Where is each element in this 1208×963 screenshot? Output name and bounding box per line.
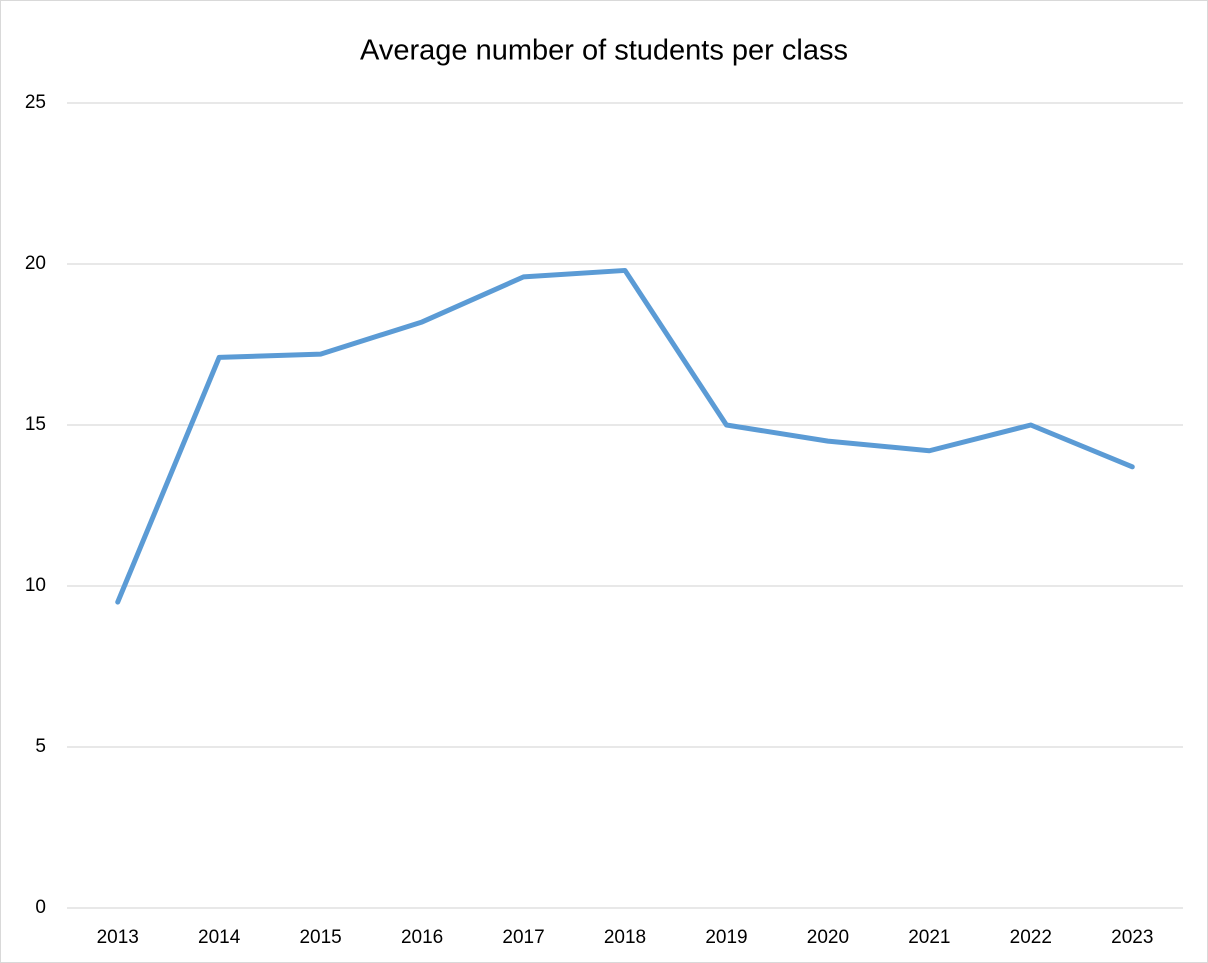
y-tick-label: 0 xyxy=(35,897,46,918)
x-tick-label: 2022 xyxy=(1010,927,1052,948)
y-tick-label: 20 xyxy=(25,253,46,274)
x-tick-label: 2016 xyxy=(401,927,443,948)
y-tick-label: 5 xyxy=(35,736,46,757)
line-series xyxy=(115,267,1135,605)
chart-title: Average number of students per class xyxy=(360,35,848,67)
x-tick-label: 2013 xyxy=(97,927,139,948)
y-tick-label: 15 xyxy=(25,414,46,435)
x-tick-label: 2017 xyxy=(502,927,544,948)
x-tick-label: 2019 xyxy=(705,927,747,948)
x-tick-label: 2015 xyxy=(299,927,341,948)
x-tick-label: 2018 xyxy=(604,927,646,948)
x-tick-label: 2023 xyxy=(1111,927,1153,948)
x-tick-label: 2014 xyxy=(198,927,241,948)
y-tick-label: 25 xyxy=(25,92,46,113)
x-tick-label: 2020 xyxy=(807,927,849,948)
y-tick-label: 10 xyxy=(25,575,46,596)
x-tick-label: 2021 xyxy=(908,927,950,948)
